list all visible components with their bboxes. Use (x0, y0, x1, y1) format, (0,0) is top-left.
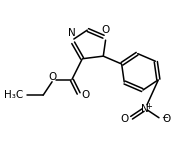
Text: O: O (162, 114, 171, 124)
Text: +: + (145, 102, 152, 111)
Text: O: O (81, 90, 89, 100)
Text: N: N (141, 104, 149, 114)
Text: N: N (68, 28, 76, 38)
Text: O: O (102, 25, 110, 35)
Text: O: O (48, 72, 56, 82)
Text: H₃C: H₃C (4, 90, 23, 100)
Text: −: − (161, 113, 168, 122)
Text: O: O (120, 114, 128, 124)
